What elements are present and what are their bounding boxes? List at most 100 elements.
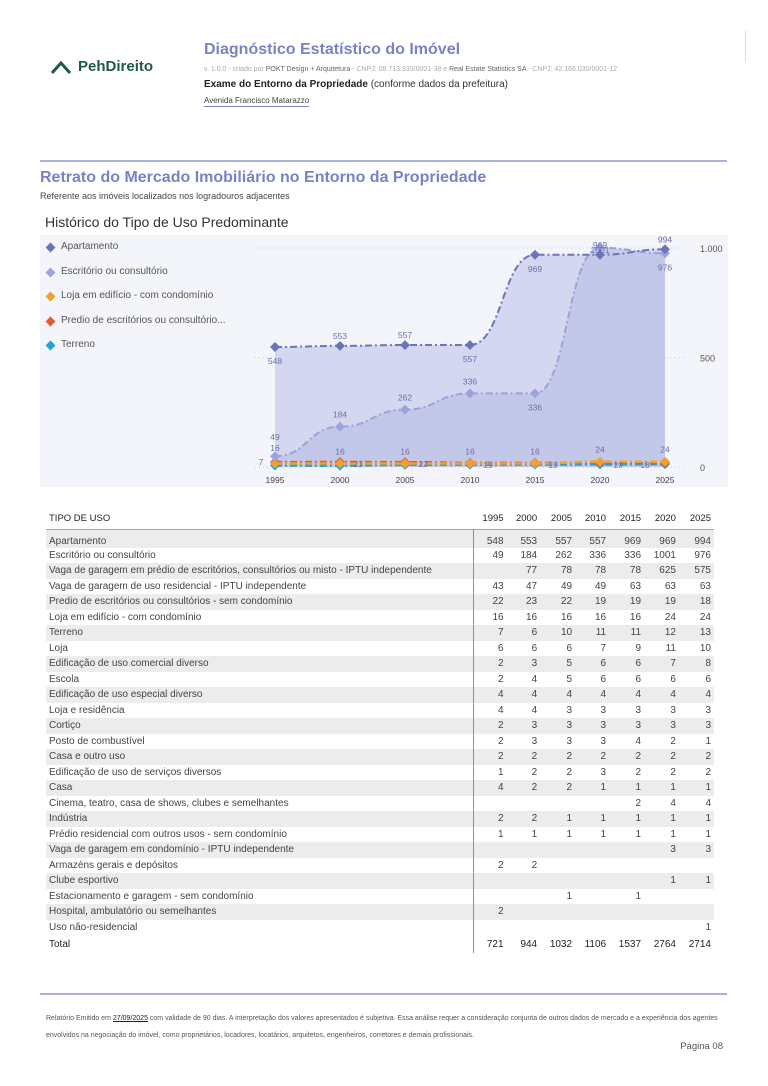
cell-value: 78 (560, 565, 573, 577)
data-label: 1001 (591, 245, 610, 255)
cell-value: 2 (498, 813, 504, 825)
cell-value: 4 (498, 782, 504, 794)
column-header-year: 1995 (482, 513, 504, 525)
cell-value: 548 (486, 535, 504, 547)
cell-value: 63 (629, 580, 642, 592)
data-point (595, 249, 605, 260)
address-link[interactable]: Avenida Francisco Matarazzo (204, 96, 310, 107)
cell-value: 6 (531, 627, 538, 639)
cell-value: 1 (600, 782, 607, 794)
logo-text: PehDireito (78, 58, 154, 75)
diamond-icon (45, 291, 56, 302)
cell-type: Vaga de garagem de uso residencial - IPT… (46, 578, 474, 594)
cell-value: 1 (566, 813, 573, 825)
data-point (335, 421, 345, 432)
data-label: 19 (548, 460, 558, 470)
cell-type: Hospital, ambulatório ou semelhantes (46, 904, 474, 920)
cell-value: 2 (498, 720, 504, 732)
cell-value: 16 (560, 611, 573, 623)
data-label: 22 (418, 459, 428, 469)
cell-type: Clube esportivo (46, 873, 474, 889)
cell-value: 3 (600, 735, 607, 747)
cell-value (473, 563, 507, 579)
data-label: 16 (400, 446, 410, 456)
cell-value (540, 796, 575, 812)
total-value: 2764 (644, 935, 679, 953)
data-label: 262 (398, 393, 412, 403)
cell-value (540, 920, 575, 936)
legend-item[interactable]: Loja em edifício - com condomínio (45, 290, 226, 315)
cell-value: 2 (705, 766, 711, 778)
data-label: 969 (593, 240, 607, 250)
table-row: Clube esportivo 1 1 (46, 873, 714, 889)
cell-value: 4 (635, 689, 642, 701)
cell-type: Uso não-residencial (46, 919, 474, 935)
table-row: Casa e outro uso 2 2 2 2 2 2 2 (46, 749, 714, 765)
table-row: Escritório ou consultório 49 184 262 336 336 1… (46, 547, 714, 563)
cell-value: 184 (520, 549, 538, 561)
legend-item[interactable]: Apartamento (45, 241, 226, 266)
column-header-year: 2020 (654, 513, 676, 525)
cell-value: 2 (705, 751, 711, 763)
cell-value: 10 (560, 627, 573, 639)
cell-value: 7 (498, 627, 504, 639)
cell-value: 6 (531, 642, 538, 654)
legend-label: Loja em edifício - com condomínio (61, 290, 214, 301)
cell-value: 1 (635, 890, 642, 902)
cell-value: 16 (526, 611, 538, 623)
cell-value: 4 (670, 797, 676, 809)
cell-value: 1 (705, 735, 711, 747)
total-row: Total 721 944 1032 1106 1537 2764 2714 (46, 935, 714, 953)
cell-value: 24 (664, 611, 676, 623)
data-label: 19 (613, 460, 623, 470)
cell-value: 12 (664, 627, 676, 639)
cell-value (575, 920, 609, 936)
cell-value: 16 (594, 611, 607, 623)
data-label: 557 (398, 330, 412, 340)
cell-value (540, 842, 575, 858)
x-tick-label: 2005 (396, 475, 415, 485)
data-label: 994 (658, 235, 672, 244)
cell-value (609, 904, 644, 920)
cell-value: 4 (531, 673, 538, 685)
cell-value: 1 (566, 828, 573, 840)
cell-value: 2 (670, 735, 676, 747)
cell-value: 557 (555, 535, 573, 547)
cell-value: 1 (498, 828, 504, 840)
cell-type: Escola (46, 671, 474, 687)
cell-value (679, 889, 714, 905)
roof-icon (50, 60, 72, 74)
cell-type: Edificação de uso de serviços diversos (46, 764, 474, 780)
cell-value (473, 920, 507, 936)
cell-type: Edificação de uso especial diverso (46, 687, 474, 703)
cell-value (644, 904, 679, 920)
cell-value: 3 (705, 720, 711, 732)
cell-value (575, 842, 609, 858)
y-tick-label: 1.000 (700, 244, 723, 254)
cell-value (507, 796, 541, 812)
legend-item[interactable]: Predio de escritórios ou consultório... (45, 314, 226, 340)
column-header-year: 2010 (584, 513, 607, 525)
table-row: Loja em edifício - com condomínio 16 16 16 1… (46, 609, 714, 625)
data-label: 16 (335, 446, 345, 456)
legend-item[interactable]: Terreno (45, 339, 226, 364)
table-row: Vaga de garagem de uso residencial - IPT… (46, 578, 714, 594)
cell-value: 6 (600, 673, 607, 685)
cell-value: 19 (664, 596, 676, 608)
cell-value: 3 (705, 704, 711, 716)
cell-value: 3 (531, 658, 538, 670)
cell-value: 1 (600, 813, 607, 825)
cell-value: 3 (600, 704, 607, 716)
footer-text-after: com validade de 90 dias. A interpretação… (46, 1015, 718, 1039)
table-row: Escola 2 4 5 6 6 6 6 (46, 671, 714, 687)
legend-label: Predio de escritórios ou consultório... (61, 314, 226, 326)
legend-item[interactable]: Escritório ou consultório (45, 266, 226, 291)
column-header-year: 2015 (619, 513, 642, 525)
table-row: Cortiço 2 3 3 3 3 3 3 (46, 718, 714, 734)
cell-value: 11 (665, 642, 676, 654)
cell-value: 969 (659, 535, 676, 547)
cell-value: 6 (705, 673, 711, 685)
data-label: 23 (353, 459, 363, 469)
cell-value (473, 842, 507, 858)
cell-value: 976 (694, 549, 711, 561)
